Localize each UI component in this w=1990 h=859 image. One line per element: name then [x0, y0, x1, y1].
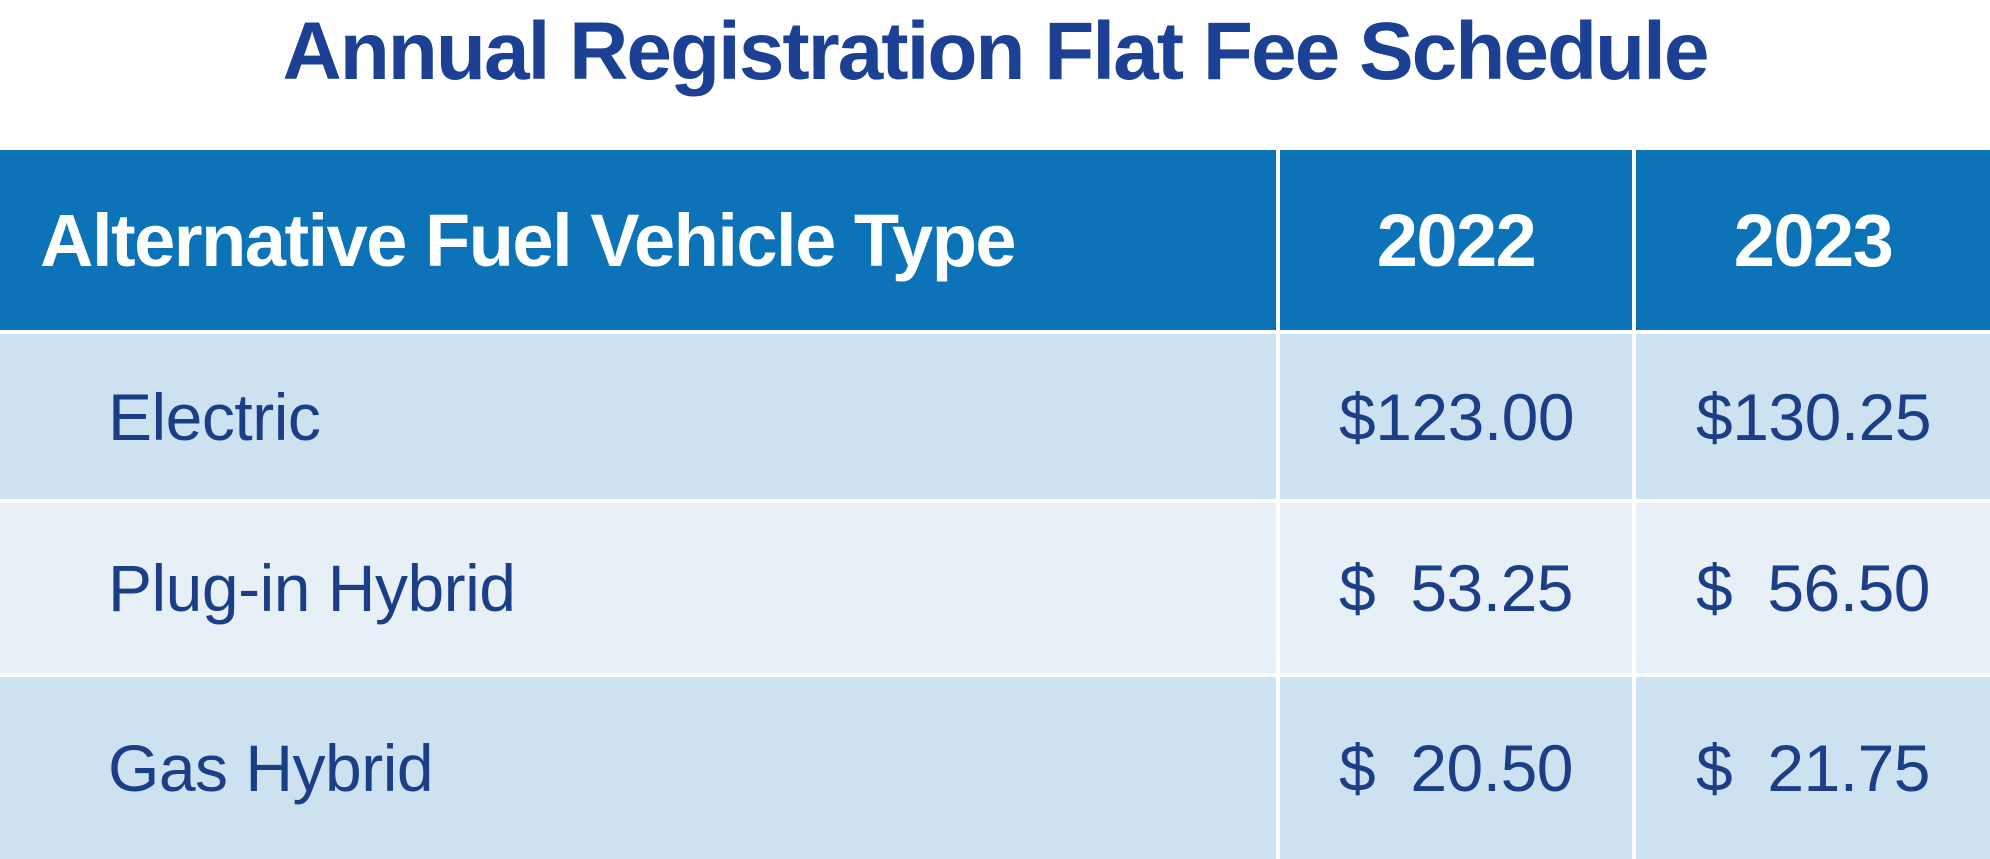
currency-symbol: $ [1339, 379, 1376, 454]
amount: 53.25 [1410, 551, 1573, 625]
fee-table: Alternative Fuel Vehicle Type 2022 2023 … [0, 150, 1990, 859]
row-plugin-hybrid-label: Plug-in Hybrid [0, 503, 1276, 673]
price-value: $ 21.75 [1696, 730, 1930, 806]
column-header-vehicle-type: Alternative Fuel Vehicle Type [0, 150, 1276, 330]
row-gas-hybrid-fee-2022: $ 20.50 [1280, 677, 1632, 859]
title-bar: Annual Registration Flat Fee Schedule [0, 0, 1990, 104]
column-header-2022: 2022 [1280, 150, 1632, 330]
price-value: $ 130.25 [1696, 379, 1932, 455]
row-electric-fee-2022: $ 123.00 [1280, 334, 1632, 499]
row-gas-hybrid-label: Gas Hybrid [0, 677, 1276, 859]
column-header-2023: 2023 [1636, 150, 1990, 330]
price-value: $ 53.25 [1339, 550, 1573, 626]
row-electric-label: Electric [0, 334, 1276, 499]
row-plugin-hybrid-fee-2023: $ 56.50 [1636, 503, 1990, 673]
currency-symbol: $ [1696, 379, 1733, 454]
currency-symbol: $ [1696, 551, 1733, 625]
amount: 20.50 [1410, 731, 1573, 805]
amount: 56.50 [1767, 551, 1930, 625]
price-value: $ 20.50 [1339, 730, 1573, 806]
price-value: $ 56.50 [1696, 550, 1930, 626]
page-title: Annual Registration Flat Fee Schedule [282, 6, 1709, 97]
currency-symbol: $ [1339, 551, 1376, 625]
price-value: $ 123.00 [1339, 379, 1575, 455]
row-electric-fee-2023: $ 130.25 [1636, 334, 1990, 499]
amount: 130.25 [1732, 379, 1932, 454]
row-plugin-hybrid-fee-2022: $ 53.25 [1280, 503, 1632, 673]
row-gas-hybrid-fee-2023: $ 21.75 [1636, 677, 1990, 859]
currency-symbol: $ [1696, 731, 1733, 805]
amount: 21.75 [1767, 731, 1930, 805]
currency-symbol: $ [1339, 731, 1376, 805]
amount: 123.00 [1375, 379, 1575, 454]
